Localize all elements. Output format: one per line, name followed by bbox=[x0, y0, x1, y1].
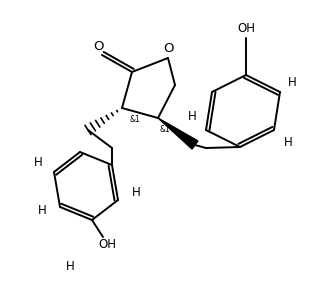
Text: H: H bbox=[38, 204, 46, 217]
Text: H: H bbox=[284, 136, 292, 150]
Text: OH: OH bbox=[98, 238, 116, 252]
Polygon shape bbox=[158, 118, 198, 149]
Text: H: H bbox=[187, 111, 196, 123]
Text: O: O bbox=[163, 43, 173, 55]
Text: OH: OH bbox=[237, 23, 255, 35]
Text: &1: &1 bbox=[130, 116, 141, 125]
Text: H: H bbox=[288, 75, 296, 89]
Text: O: O bbox=[93, 40, 103, 52]
Text: H: H bbox=[132, 185, 141, 198]
Text: H: H bbox=[66, 260, 74, 272]
Text: H: H bbox=[34, 156, 42, 170]
Text: &1: &1 bbox=[160, 125, 171, 134]
